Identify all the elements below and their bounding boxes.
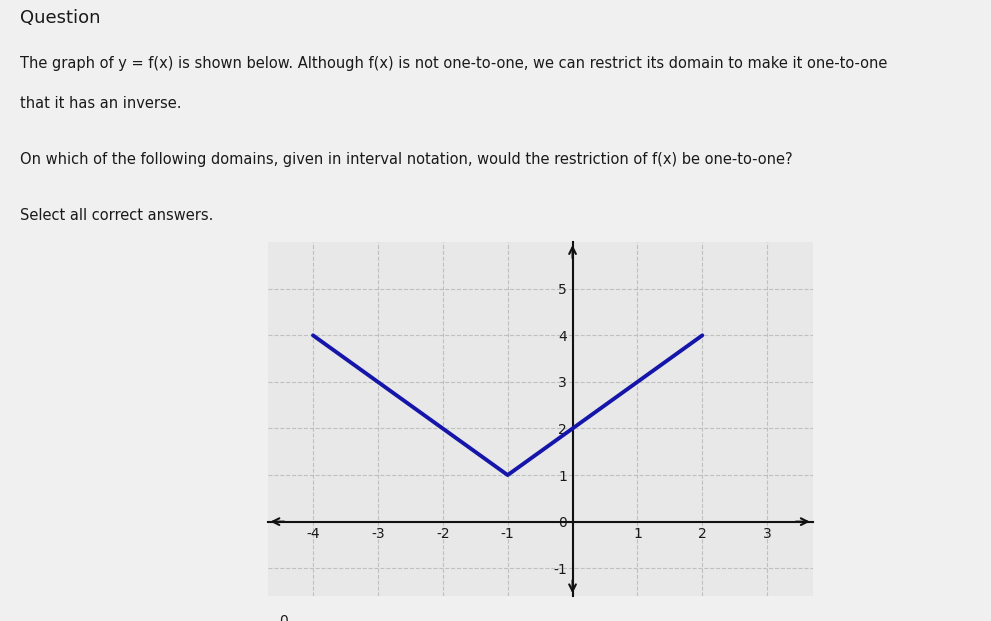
Text: The graph of y = f(x) is shown below. Although f(x) is not one-to-one, we can re: The graph of y = f(x) is shown below. Al… xyxy=(20,56,887,71)
Text: that it has an inverse.: that it has an inverse. xyxy=(20,96,181,111)
Text: Select all correct answers.: Select all correct answers. xyxy=(20,208,213,223)
Text: On which of the following domains, given in interval notation, would the restric: On which of the following domains, given… xyxy=(20,152,793,167)
Text: 0: 0 xyxy=(279,614,288,621)
Text: Question: Question xyxy=(20,9,100,27)
